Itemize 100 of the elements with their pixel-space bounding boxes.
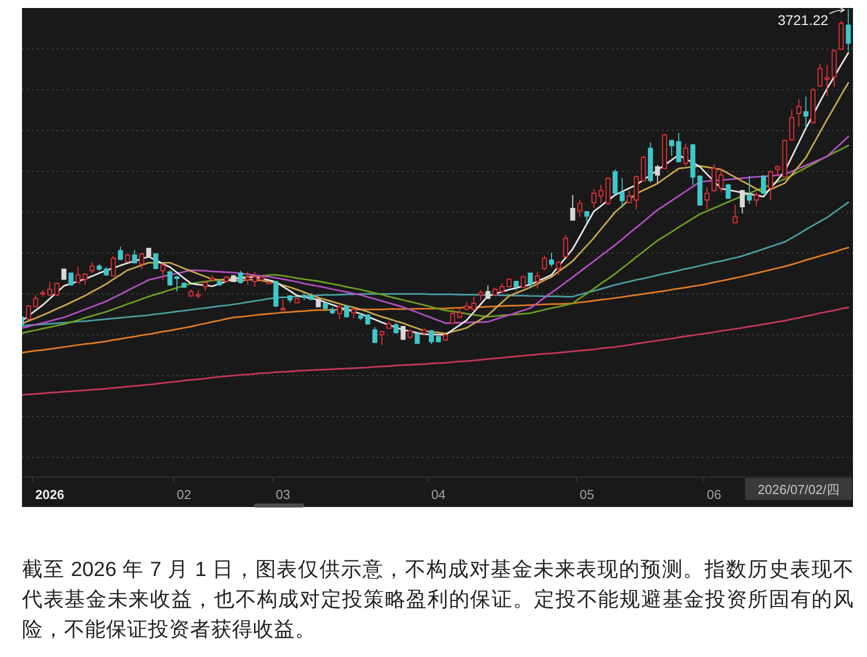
candlestick [245,271,250,286]
candlestick [634,174,639,210]
candlestick [754,192,759,207]
candlestick [563,234,568,258]
candlestick [584,210,590,222]
candlestick [598,184,604,204]
candlestick [591,188,596,209]
candlestick [294,296,300,304]
candlestick [704,186,710,210]
candlestick [337,304,342,320]
candlestick [365,314,370,326]
candlestick [471,296,476,311]
candlestick [768,170,774,200]
annotation: 3721.22 [778,12,829,28]
candlestick [259,275,264,282]
candlestick [280,298,286,310]
candlestick [196,289,201,299]
candlestick [210,274,215,282]
candlestick [386,320,392,330]
candlestick [542,256,547,271]
candlestick [132,249,138,264]
candlestick [726,183,731,200]
candlestick [308,292,314,301]
candlestick [47,281,52,296]
x-tick-label: 03 [276,487,290,502]
candlestick [224,275,229,284]
candlestick [82,272,88,286]
candlestick [506,278,512,288]
x-tick-label: 02 [176,487,192,502]
candlestick [118,246,123,261]
candlestick [372,326,378,344]
candlestick [669,139,674,156]
candlestick [26,304,32,321]
candlestick [216,280,222,286]
candlestick [182,282,187,288]
candlestick [500,282,505,294]
candlestick [761,174,766,194]
candlestick [322,302,328,311]
candlestick [54,282,60,296]
candlestick [273,280,278,308]
candlestick [810,88,816,124]
candlestick [620,178,625,208]
candlestick [422,328,427,336]
candlestick [832,49,837,88]
candlestick [626,190,632,204]
candlestick [139,252,144,270]
candlestick [76,266,81,284]
candlestick [443,333,448,342]
candlestick [153,252,158,270]
candlestick [648,142,653,184]
candlestick [838,20,844,50]
candlestick [428,329,434,344]
candlestick [414,332,420,344]
candlestick [478,289,484,301]
candlestick [746,176,752,205]
x-tick-label: 05 [580,487,594,502]
candlestick [450,308,456,324]
candlestick [146,247,152,258]
candlestick [818,64,823,88]
candlestick [796,98,802,128]
candlestick [570,194,576,221]
candlestick [379,330,384,346]
candlestick [640,156,646,182]
candlestick [96,264,102,272]
candlestick [775,164,780,177]
candlestick [344,304,350,318]
candlestick [782,139,788,178]
candlestick [577,199,582,218]
candlestick [676,132,682,163]
candlestick [485,285,490,300]
candlestick [316,298,321,308]
candlestick [655,164,660,184]
candlestick [528,272,533,289]
candlestick [160,262,166,280]
x-tick-label: 2026 [35,487,64,502]
candlestick [464,301,470,311]
candlestick [394,322,399,334]
text: 2026/07/02/四 [758,482,840,497]
candlestick [408,329,413,340]
candlestick [167,270,172,286]
candlestick [110,256,116,278]
candlestick [549,252,554,268]
candlestick [789,110,794,142]
candlestick [520,275,526,288]
candlestick [534,271,540,289]
candlestick [358,312,364,321]
candlestick [662,133,668,170]
x-tick-label: 04 [431,487,446,502]
candlestick [606,176,611,206]
candlestick [690,143,696,186]
candlestick [238,270,244,284]
candlestick [514,280,519,292]
candlestick [697,174,702,206]
x-tick-label: 06 [706,487,722,502]
candlestick [90,262,95,274]
candlestick [330,306,335,315]
candlestick [125,254,130,263]
candlestick [252,271,258,288]
candlestick [846,8,851,52]
candlestick [61,268,66,280]
